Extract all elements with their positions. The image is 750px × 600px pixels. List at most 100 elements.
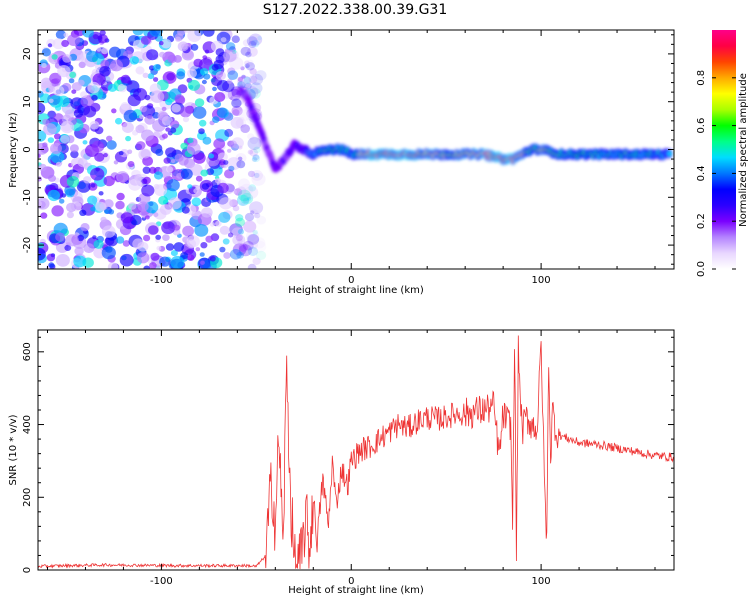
noise-blob: [187, 68, 197, 78]
noise-blob: [38, 200, 42, 207]
noise-blob: [249, 209, 259, 218]
noise-blob: [38, 247, 46, 261]
noise-blob: [201, 207, 213, 218]
noise-blob: [213, 138, 226, 149]
noise-blob: [200, 260, 205, 265]
noise-blob: [242, 77, 254, 88]
noise-blob: [147, 73, 155, 80]
noise-blob: [224, 128, 234, 137]
noise-blob: [251, 172, 266, 186]
noise-blob: [48, 262, 55, 268]
noise-blob: [66, 176, 80, 188]
noise-blob: [93, 239, 104, 249]
noise-blob: [141, 129, 154, 142]
snr-frame: [37, 329, 675, 571]
noise-blob: [238, 244, 252, 257]
noise-blob: [247, 234, 260, 245]
noise-blob: [129, 56, 139, 65]
noise-blob: [237, 156, 243, 161]
noise-blob: [192, 106, 207, 119]
noise-blob: [46, 253, 56, 262]
noise-blob: [113, 160, 119, 165]
y-tick-label: 0: [22, 567, 33, 573]
noise-blob: [227, 67, 236, 75]
noise-blob: [166, 179, 180, 192]
noise-blob: [215, 48, 225, 57]
noise-blob: [141, 178, 148, 184]
noise-blob: [186, 142, 201, 155]
noise-blob: [246, 36, 258, 46]
noise-blob: [155, 234, 162, 240]
noise-blob: [247, 47, 258, 57]
noise-blob: [145, 215, 150, 220]
noise-blob: [47, 43, 53, 48]
noise-blob: [120, 74, 131, 84]
noise-blob: [190, 164, 203, 176]
y-tick-label: -20: [22, 237, 33, 253]
noise-blob: [229, 249, 242, 260]
noise-blob: [187, 184, 193, 189]
noise-blob: [144, 115, 155, 125]
noise-blob: [214, 92, 226, 102]
noise-blob: [170, 255, 185, 269]
noise-blob: [98, 191, 104, 196]
noise-blob: [246, 234, 259, 245]
noise-blob: [170, 127, 177, 133]
noise-blob: [143, 234, 151, 242]
noise-blob: [80, 91, 88, 98]
noise-blob: [225, 42, 236, 51]
noise-blob: [89, 120, 100, 130]
noise-blob: [232, 234, 246, 246]
noise-blob: [123, 109, 138, 123]
noise-blob: [231, 35, 240, 43]
noise-blob: [227, 140, 235, 147]
noise-blob: [55, 161, 62, 167]
noise-blob: [190, 43, 199, 51]
noise-blob: [187, 137, 194, 144]
noise-blob: [111, 108, 117, 114]
noise-blob: [200, 169, 209, 177]
noise-blob: [201, 183, 210, 190]
noise-blob: [240, 192, 254, 205]
noise-blob: [249, 88, 261, 99]
noise-blob: [215, 55, 225, 64]
noise-blob: [161, 106, 167, 112]
noise-blob: [232, 205, 240, 212]
noise-blob: [110, 59, 123, 72]
noise-blob: [251, 170, 263, 181]
noise-blob: [78, 61, 86, 69]
noise-blob: [249, 136, 259, 145]
noise-blob: [178, 156, 189, 166]
colorbar: 0.0 0.2 0.4 0.6 0.8 Normalized spectral ampl…: [696, 30, 749, 277]
noise-blob: [49, 94, 64, 108]
snr-line: [38, 335, 674, 570]
noise-blob: [157, 110, 169, 121]
noise-blob: [102, 225, 116, 238]
noise-blob: [47, 189, 60, 202]
noise-blob: [149, 30, 163, 37]
noise-blob: [171, 103, 181, 113]
noise-blob: [236, 194, 250, 206]
noise-blob: [217, 182, 229, 194]
noise-blob: [82, 30, 94, 38]
noise-blob: [227, 232, 234, 238]
y-tick-label: 600: [22, 342, 33, 361]
noise-blob: [122, 240, 130, 247]
noise-blob: [252, 229, 258, 235]
noise-blob: [244, 60, 250, 66]
noise-blob: [137, 201, 149, 212]
noise-blob: [249, 68, 257, 75]
noise-blob: [195, 175, 203, 182]
noise-blob: [55, 30, 66, 40]
noise-blob: [158, 195, 169, 205]
noise-blob: [159, 41, 164, 46]
noise-blob: [187, 254, 195, 261]
noise-blob: [209, 222, 215, 227]
noise-blob: [248, 40, 257, 49]
noise-blob: [186, 235, 200, 248]
noise-blob: [236, 160, 246, 169]
noise-blob: [242, 197, 249, 204]
noise-blob: [132, 238, 144, 249]
